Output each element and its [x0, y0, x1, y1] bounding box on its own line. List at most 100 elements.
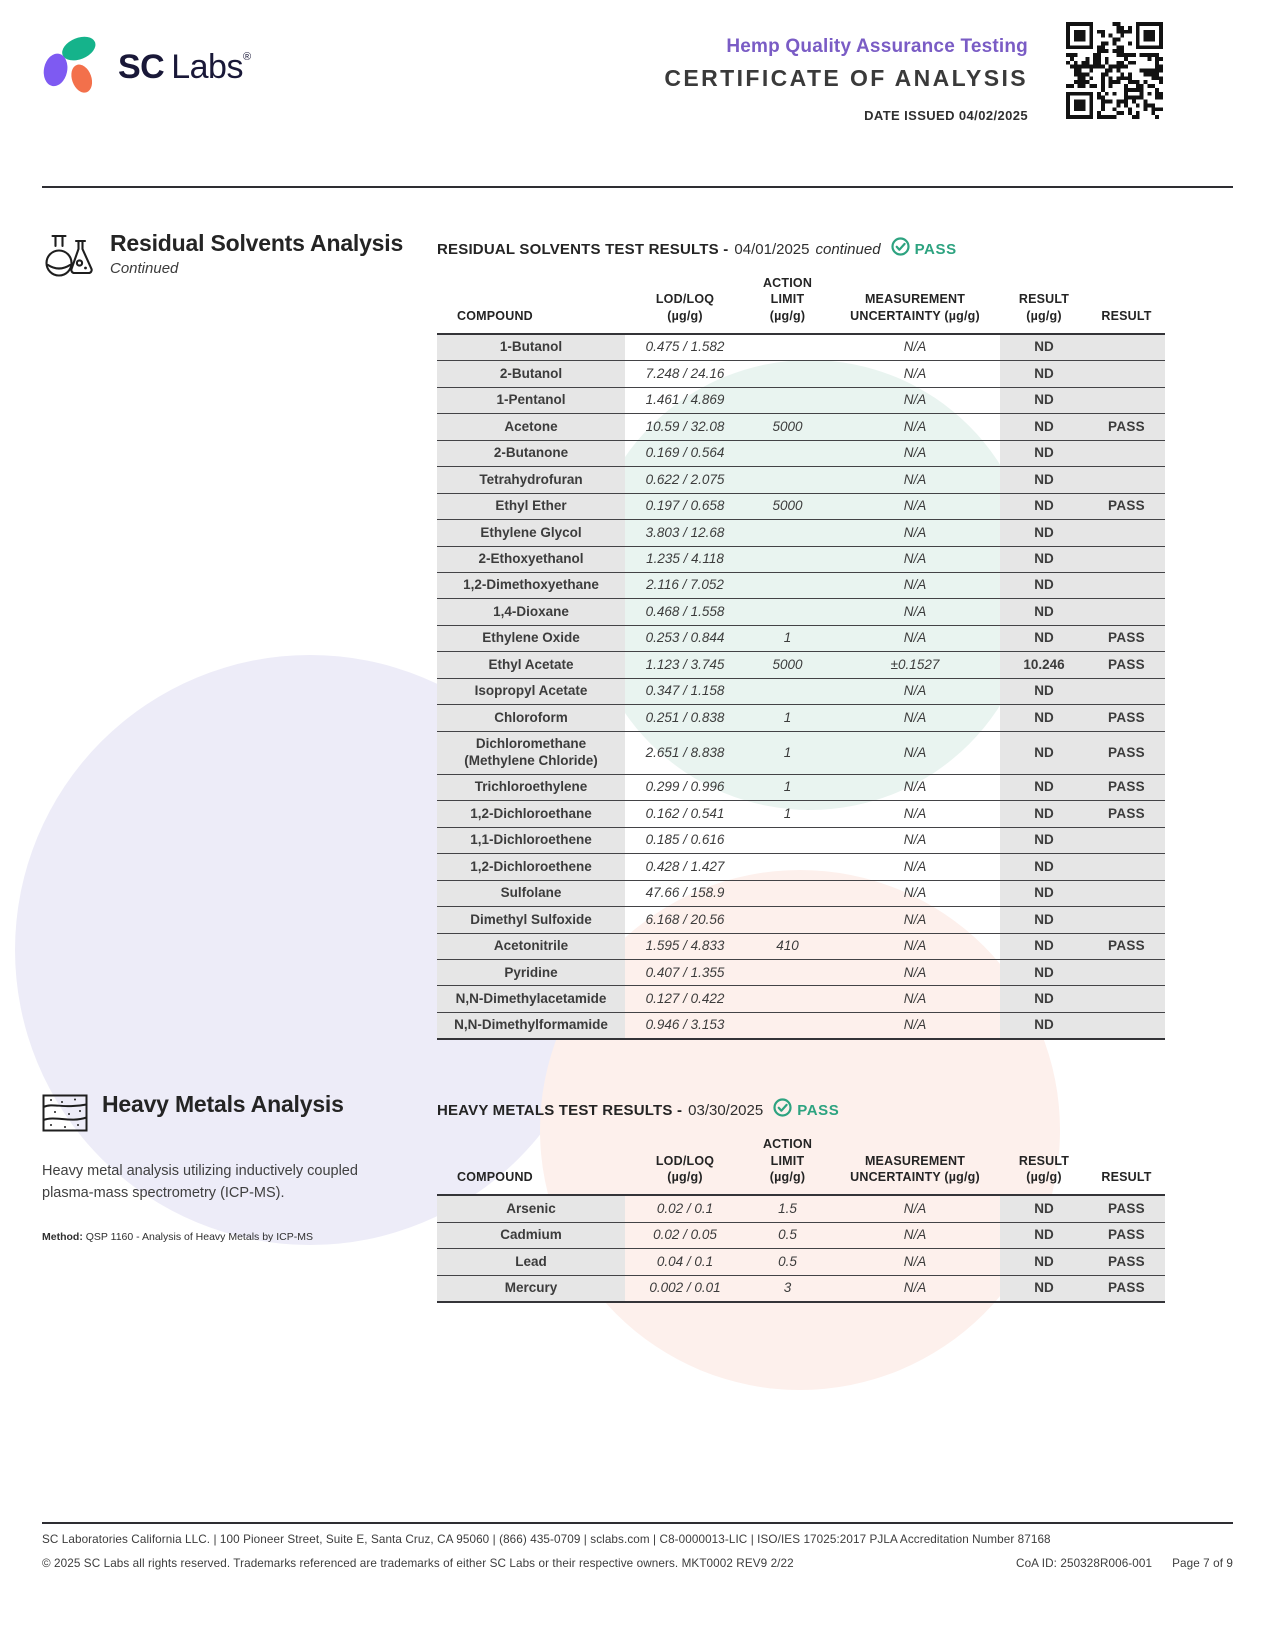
- cell-unc: N/A: [903, 577, 927, 593]
- cell-status: PASS: [1088, 731, 1165, 775]
- logo-labs: Labs: [171, 48, 243, 86]
- cell-action: [745, 572, 830, 598]
- cell-lod: 10.59 / 32.08: [645, 418, 725, 434]
- cell-name: Mercury: [437, 1275, 625, 1303]
- cell-unc: N/A: [903, 805, 927, 821]
- results-title-text: RESIDUAL SOLVENTS TEST RESULTS -: [437, 240, 729, 258]
- cell-action: [745, 334, 830, 361]
- cell-unc: N/A: [903, 1227, 927, 1243]
- header-row: COMPOUND LOD/LOQ (µg/g) ACTION LIMIT (µg/g…: [437, 275, 1165, 334]
- cell-lod: 0.946 / 3.153: [645, 1017, 725, 1033]
- cell-action: [745, 960, 830, 986]
- column-header-action: ACTION LIMIT (µg/g): [762, 1137, 813, 1184]
- cell-name: Tetrahydrofuran: [437, 466, 625, 494]
- cell-lod: 0.407 / 1.355: [645, 964, 725, 980]
- table-row: 1,2-Dimethoxyethane 2.116 / 7.052 N/A ND: [437, 572, 1165, 599]
- cell-result: ND: [1000, 704, 1088, 732]
- cell-lod: 1.461 / 4.869: [645, 392, 725, 408]
- table-row: 2-Butanone 0.169 / 0.564 N/A ND: [437, 440, 1165, 467]
- table-row: Dichloromethane (Methylene Chloride) 2.65…: [437, 731, 1165, 775]
- cell-status: [1088, 985, 1165, 1013]
- cell-unc: N/A: [903, 603, 927, 619]
- cell-action: 5000: [772, 418, 803, 434]
- cell-status: [1088, 440, 1165, 467]
- column-header-status: RESULT: [1101, 308, 1152, 323]
- cell-lod: 0.185 / 0.616: [645, 832, 725, 848]
- cell-name: Isopropyl Acetate: [437, 678, 625, 705]
- cell-action: [745, 361, 830, 387]
- cell-name: Cadmium: [437, 1222, 625, 1249]
- decorative-circle-teal: [585, 360, 1035, 810]
- cell-result: ND: [1000, 731, 1088, 775]
- cell-name: Acetonitrile: [437, 933, 625, 960]
- cell-lod: 0.468 / 1.558: [645, 603, 725, 619]
- cell-lod: 1.595 / 4.833: [645, 938, 725, 954]
- table-row: 1,1-Dichloroethene 0.185 / 0.616 N/A ND: [437, 827, 1165, 854]
- table-body: Arsenic 0.02 / 0.1 1.5 N/A ND PASS Cadmium 0.02…: [437, 1195, 1165, 1303]
- footer-copyright: © 2025 SC Labs all rights reserved. Trad…: [42, 1557, 794, 1570]
- cell-name: Trichloroethylene: [437, 774, 625, 801]
- cell-unc: N/A: [903, 990, 927, 1006]
- cell-status: [1088, 678, 1165, 705]
- cell-lod: 0.127 / 0.422: [645, 990, 725, 1006]
- cell-status: [1088, 360, 1165, 388]
- cell-lod: 0.002 / 0.01: [649, 1280, 721, 1296]
- table-row: Sulfolane 47.66 / 158.9 N/A ND: [437, 880, 1165, 907]
- cell-action: [745, 827, 830, 853]
- cell-action: 1: [783, 630, 792, 646]
- cell-action: 1.5: [778, 1200, 797, 1216]
- cell-status: [1088, 333, 1165, 361]
- cell-lod: 2.651 / 8.838: [645, 744, 725, 760]
- cell-result: ND: [1000, 440, 1088, 467]
- header-divider: [42, 186, 1233, 188]
- cell-result: ND: [1000, 985, 1088, 1013]
- table-row: Ethyl Ether 0.197 / 0.658 5000 N/A ND PASS: [437, 493, 1165, 520]
- cell-lod: 0.347 / 1.158: [645, 683, 725, 699]
- section-title: Residual Solvents Analysis: [110, 230, 404, 256]
- cell-action: [745, 467, 830, 493]
- cell-result: ND: [1000, 1248, 1088, 1276]
- table-row: Pyridine 0.407 / 1.355 N/A ND: [437, 959, 1165, 986]
- table-row: Isopropyl Acetate 0.347 / 1.158 N/A ND: [437, 678, 1165, 705]
- table-row: N,N-Dimethylacetamide 0.127 / 0.422 N/A ND: [437, 985, 1165, 1013]
- cell-lod: 0.169 / 0.564: [645, 445, 725, 461]
- cell-status: [1088, 959, 1165, 986]
- cell-status: [1088, 906, 1165, 934]
- cell-action: 0.5: [778, 1253, 797, 1269]
- table-row: 1-Pentanol 1.461 / 4.869 N/A ND: [437, 387, 1165, 414]
- cell-name: 1-Butanol: [437, 333, 625, 361]
- cell-status: PASS: [1088, 625, 1165, 652]
- cell-action: [745, 854, 830, 880]
- solvents-results-title: RESIDUAL SOLVENTS TEST RESULTS - 04/01/2…: [437, 237, 1233, 261]
- results-continued: continued: [815, 240, 881, 258]
- cell-action: [745, 387, 830, 413]
- cell-unc: N/A: [903, 1017, 927, 1033]
- cell-unc: N/A: [903, 779, 927, 795]
- qr-code-icon: [1066, 22, 1163, 119]
- cell-action: 1: [783, 805, 792, 821]
- cell-status: PASS: [1088, 800, 1165, 828]
- column-header-result: RESULT (µg/g): [1018, 292, 1070, 323]
- cell-action: [745, 907, 830, 933]
- cell-result: ND: [1000, 1275, 1088, 1303]
- cell-action: 1: [783, 779, 792, 795]
- pass-badge: PASS: [773, 1098, 839, 1122]
- cell-unc: N/A: [903, 744, 927, 760]
- cell-unc: N/A: [903, 911, 927, 927]
- cell-lod: 0.622 / 2.075: [645, 471, 725, 487]
- cell-unc: N/A: [903, 938, 927, 954]
- cell-result: ND: [1000, 678, 1088, 705]
- cell-status: [1088, 519, 1165, 546]
- cell-name: 1,2-Dichloroethane: [437, 800, 625, 828]
- table-header: COMPOUND LOD/LOQ (µg/g) ACTION LIMIT (µg/g…: [437, 275, 1165, 334]
- cell-result: ND: [1000, 800, 1088, 828]
- cell-unc: ±0.1527: [890, 656, 940, 672]
- cell-lod: 7.248 / 24.16: [645, 365, 725, 381]
- column-header-name: COMPOUND: [457, 308, 533, 323]
- results-date: 04/01/2025: [734, 240, 810, 258]
- cell-name: Ethyl Acetate: [437, 651, 625, 679]
- cell-result: ND: [1000, 853, 1088, 881]
- cell-name: 1,1-Dichloroethene: [437, 827, 625, 854]
- cell-action: 410: [776, 938, 799, 954]
- cell-lod: 0.02 / 0.1: [656, 1200, 714, 1216]
